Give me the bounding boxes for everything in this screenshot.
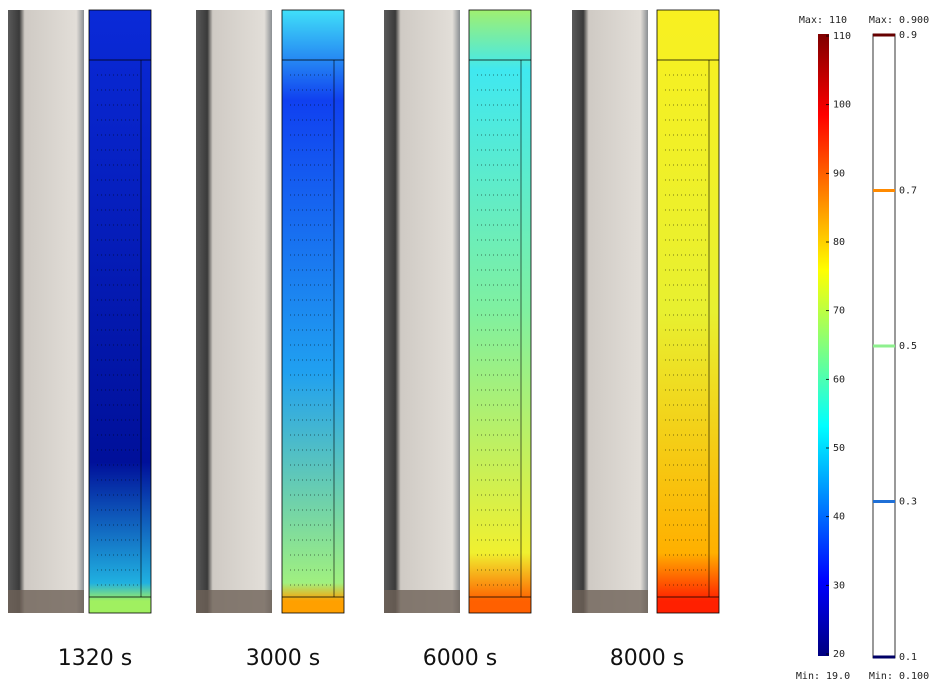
- tick-label: 60: [833, 374, 845, 385]
- simulation: [468, 9, 532, 614]
- tick-label: 80: [833, 237, 845, 248]
- tick-label: 70: [833, 306, 845, 317]
- photo-base: [384, 590, 460, 613]
- photo: [8, 10, 84, 613]
- tick-label: 110: [833, 31, 851, 42]
- tick-label: 50: [833, 443, 845, 454]
- tick-label: 90: [833, 168, 845, 179]
- tick-label: 0.7: [899, 186, 917, 197]
- panels: 1320 s 3000 s 6000 s 8000 s: [8, 9, 720, 671]
- photo: [572, 10, 648, 613]
- min-label: Min: 0.100: [869, 671, 929, 682]
- time-label: 8000 s: [610, 646, 684, 671]
- tick-label: 0.5: [899, 341, 917, 352]
- tick-label: 0.9: [899, 30, 917, 41]
- simulation: [281, 9, 345, 614]
- max-label: Max: 110: [799, 15, 847, 26]
- time-label: 6000 s: [423, 646, 497, 671]
- time-label: 1320 s: [58, 646, 132, 671]
- photo: [384, 10, 460, 613]
- simulation: [656, 9, 720, 614]
- tick-label: 0.3: [899, 497, 917, 508]
- min-label: Min: 19.0: [796, 671, 850, 682]
- temperature-colorbar: [818, 34, 829, 656]
- time-label: 3000 s: [246, 646, 320, 671]
- photo-base: [8, 590, 84, 613]
- photo: [196, 10, 272, 613]
- max-label: Max: 0.900: [869, 15, 929, 26]
- tick-label: 30: [833, 580, 845, 591]
- tick-label: 100: [833, 100, 851, 111]
- photo-base: [572, 590, 648, 613]
- photo-base: [196, 590, 272, 613]
- tick-label: 0.1: [899, 652, 917, 663]
- tick-label: 40: [833, 512, 845, 523]
- tick-label: 20: [833, 649, 845, 660]
- simulation: [88, 9, 152, 614]
